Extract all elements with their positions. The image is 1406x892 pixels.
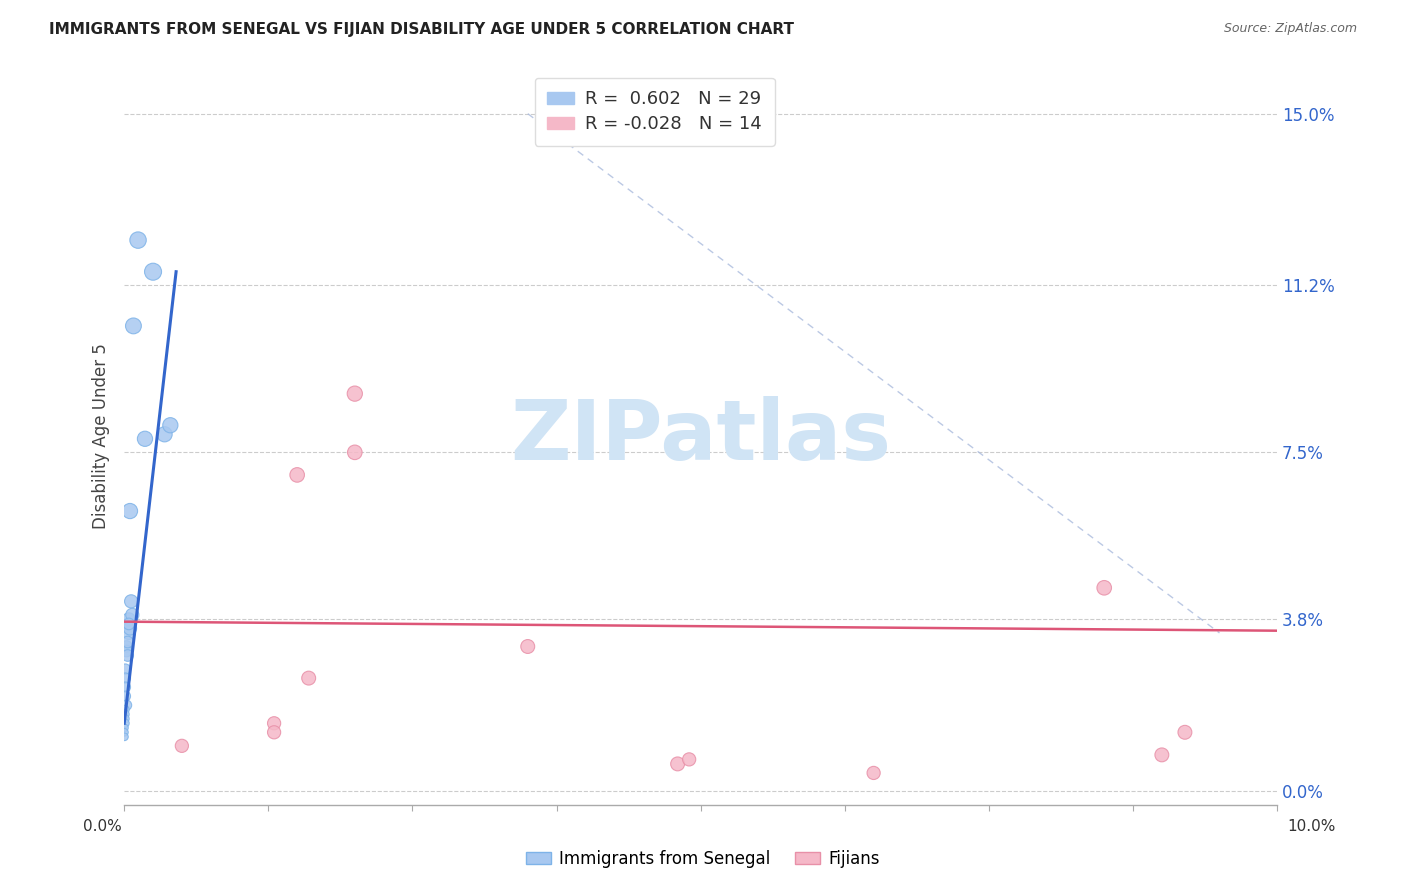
Point (298, 671, 321, 685)
Point (115, 640, 138, 654)
Text: ZIPatlas: ZIPatlas (510, 396, 891, 477)
Point (115, 644, 138, 658)
Point (114, 680, 136, 694)
Point (153, 427, 176, 442)
Point (285, 467, 308, 482)
Text: IMMIGRANTS FROM SENEGAL VS FIJIAN DISABILITY AGE UNDER 5 CORRELATION CHART: IMMIGRANTS FROM SENEGAL VS FIJIAN DISABI… (49, 22, 794, 37)
Point (118, 612, 141, 626)
Point (121, 607, 143, 622)
Point (114, 721, 136, 735)
Point (343, 386, 366, 401)
Point (263, 725, 285, 739)
Point (343, 445, 366, 459)
Point (114, 662, 136, 676)
Point (170, 739, 193, 753)
Point (118, 622, 141, 636)
Point (114, 725, 136, 739)
Point (115, 698, 138, 713)
Text: 0.0%: 0.0% (83, 820, 122, 834)
Point (516, 640, 538, 654)
Point (142, 265, 165, 279)
Point (114, 671, 136, 685)
Point (114, 716, 136, 731)
Point (1092, 581, 1115, 595)
Point (122, 318, 145, 333)
Point (114, 703, 136, 717)
Y-axis label: Disability Age Under 5: Disability Age Under 5 (93, 343, 110, 530)
Text: 10.0%: 10.0% (1288, 820, 1336, 834)
Point (114, 712, 136, 726)
Point (118, 626, 141, 640)
Point (678, 752, 700, 766)
Legend: R =  0.602   N = 29, R = -0.028   N = 14: R = 0.602 N = 29, R = -0.028 N = 14 (534, 78, 775, 146)
Point (114, 707, 136, 722)
Point (114, 730, 136, 744)
Legend: Immigrants from Senegal, Fijians: Immigrants from Senegal, Fijians (519, 844, 887, 875)
Text: Source: ZipAtlas.com: Source: ZipAtlas.com (1223, 22, 1357, 36)
Point (117, 648, 139, 663)
Point (263, 716, 285, 731)
Point (118, 616, 141, 631)
Point (1150, 747, 1173, 762)
Point (666, 756, 689, 771)
Point (127, 233, 149, 247)
Point (862, 766, 884, 780)
Point (134, 432, 156, 446)
Point (159, 418, 181, 433)
Point (114, 689, 136, 703)
Point (120, 594, 142, 608)
Point (1174, 725, 1197, 739)
Point (118, 504, 141, 518)
Point (117, 635, 139, 649)
